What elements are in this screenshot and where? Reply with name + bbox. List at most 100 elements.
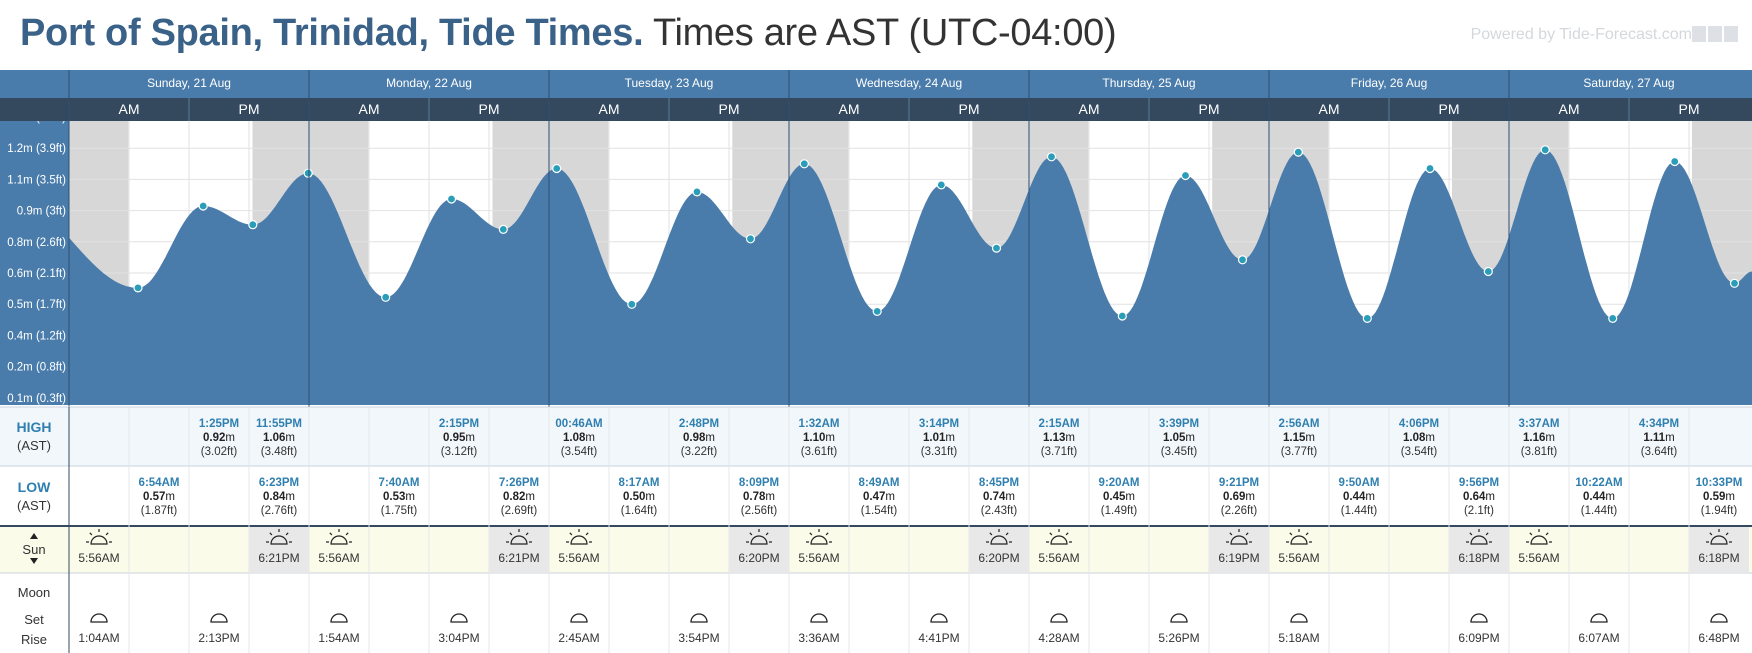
- low-tide-height-ft: (1.87ft): [141, 505, 178, 517]
- tide-point: [498, 224, 508, 234]
- moonrise-time: 1:04AM: [78, 631, 119, 645]
- high-tide-time: 1:25PM: [199, 418, 239, 430]
- tide-point: [1540, 145, 1550, 155]
- sunset-time: 6:20PM: [738, 551, 779, 565]
- moonset-time: 5:26PM: [1158, 631, 1199, 645]
- sunrise-icon-ray: [105, 532, 109, 536]
- sunrise-icon-ray: [1289, 532, 1293, 536]
- tide-point: [303, 168, 313, 178]
- sunrise-icon-ray: [809, 532, 813, 536]
- pm-label: PM: [1679, 101, 1700, 117]
- high-tide-time: 4:06PM: [1399, 418, 1439, 430]
- high-row: [0, 407, 1752, 466]
- page-header: Port of Spain, Trinidad, Tide Times. Tim…: [0, 0, 1752, 70]
- low-tide-height: 0.82m: [503, 491, 535, 503]
- day-label: Saturday, 27 Aug: [1583, 76, 1674, 90]
- tide-point: [552, 163, 562, 174]
- high-tide-time: 2:15PM: [439, 418, 479, 430]
- low-tide-height: 0.53m: [383, 491, 415, 503]
- low-tide-height: 0.44m: [1583, 491, 1615, 503]
- powered-by-link[interactable]: Powered by Tide-Forecast.com: [1470, 26, 1692, 43]
- low-tide-time: 8:17AM: [619, 477, 660, 489]
- moonrise-icon: [810, 613, 828, 623]
- sunrise-time: 5:56AM: [1278, 551, 1319, 565]
- sunset-icon-arc: [750, 535, 768, 545]
- low-tide-time: 6:23PM: [259, 477, 299, 489]
- sunset-cell: [1449, 527, 1509, 573]
- low-tide-time: 9:21PM: [1219, 477, 1259, 489]
- sunset-icon-ray: [1725, 532, 1729, 536]
- low-tide-height-ft: (2.43ft): [981, 505, 1018, 517]
- tide-point: [1046, 152, 1057, 162]
- low-tide-height-ft: (1.64ft): [621, 505, 658, 517]
- low-tide-height-ft: (1.54ft): [861, 505, 898, 517]
- moonset-time: 2:13PM: [198, 631, 239, 645]
- sunrise-icon-ray: [89, 532, 93, 536]
- brand-icon-3: [1724, 26, 1738, 42]
- sunset-icon-ray: [525, 532, 529, 536]
- high-tide-height-ft: (3.77ft): [1281, 446, 1318, 458]
- moonrise-time: 2:45AM: [558, 631, 599, 645]
- tide-point: [1670, 156, 1680, 167]
- moonrise-icon: [1050, 613, 1068, 623]
- title-timezone: Times are AST (UTC-04:00): [652, 12, 1117, 54]
- sunrise-icon: [326, 529, 352, 545]
- tide-point: [133, 283, 143, 293]
- low-tide-time: 6:54AM: [139, 477, 180, 489]
- sunset-cell: [1689, 527, 1749, 573]
- y-tick-label: 0.6m (2.1ft): [7, 268, 66, 280]
- moonset-row-label: Set: [24, 612, 44, 627]
- sunrise-icon-ray: [345, 532, 349, 536]
- low-tide-time: 9:50AM: [1339, 477, 1380, 489]
- sunset-cell: [969, 527, 1029, 573]
- high-tide-height: 1.10m: [803, 432, 835, 444]
- low-tide-height-ft: (1.44ft): [1341, 505, 1378, 517]
- sunrise-time: 5:56AM: [558, 551, 599, 565]
- high-tide-time: 3:37AM: [1519, 418, 1560, 430]
- tide-point: [1293, 147, 1303, 157]
- sunset-icon: [986, 529, 1012, 545]
- low-tide-height: 0.59m: [1703, 491, 1735, 503]
- sunrise-icon: [1526, 529, 1552, 545]
- low-tide-time: 9:56PM: [1459, 477, 1499, 489]
- sunset-icon-ray: [1229, 532, 1233, 536]
- sunset-icon-ray: [1245, 532, 1249, 536]
- low-tide-height: 0.47m: [863, 491, 895, 503]
- tide-point: [872, 306, 882, 316]
- low-tide-height-ft: (2.56ft): [741, 505, 778, 517]
- sunrise-icon-arc: [1050, 535, 1068, 545]
- am-label: AM: [119, 101, 140, 117]
- low-tide-height-ft: (1.44ft): [1581, 505, 1618, 517]
- high-tide-height-ft: (3.54ft): [1401, 446, 1438, 458]
- sunrise-icon-arc: [330, 535, 348, 545]
- tide-point: [1180, 170, 1191, 181]
- sunrise-icon: [566, 529, 592, 545]
- sunset-cell: [489, 527, 549, 573]
- high-tide-height-ft: (3.02ft): [201, 446, 238, 458]
- low-tide-time: 10:22AM: [1575, 477, 1622, 489]
- day-label: Wednesday, 24 Aug: [856, 76, 962, 90]
- y-tick-label: 0.4m (1.2ft): [7, 330, 66, 342]
- am-label: AM: [1079, 101, 1100, 117]
- y-tick-label: 1.2m (3.9ft): [7, 143, 66, 155]
- sunset-icon-ray: [1005, 532, 1009, 536]
- moonrise-time: 3:36AM: [798, 631, 839, 645]
- sunrise-icon: [1046, 529, 1072, 545]
- sunrise-time: 5:56AM: [798, 551, 839, 565]
- tide-point: [1117, 311, 1127, 321]
- brand-icons: [1692, 26, 1738, 42]
- high-tide-time: 3:39PM: [1159, 418, 1199, 430]
- high-tide-height: 1.06m: [263, 432, 295, 444]
- moonrise-icon: [570, 613, 588, 623]
- low-tide-height: 0.64m: [1463, 491, 1495, 503]
- high-tide-height-ft: (3.48ft): [261, 446, 298, 458]
- tide-point: [1362, 313, 1372, 323]
- tide-point: [799, 159, 809, 169]
- moonrise-time: 6:07AM: [1578, 631, 1619, 645]
- high-tide-height-ft: (3.81ft): [1521, 446, 1558, 458]
- sunrise-icon-arc: [90, 535, 108, 545]
- sunrise-icon: [86, 529, 112, 545]
- high-tide-time: 11:55PM: [256, 418, 302, 430]
- sunrise-time: 5:56AM: [318, 551, 359, 565]
